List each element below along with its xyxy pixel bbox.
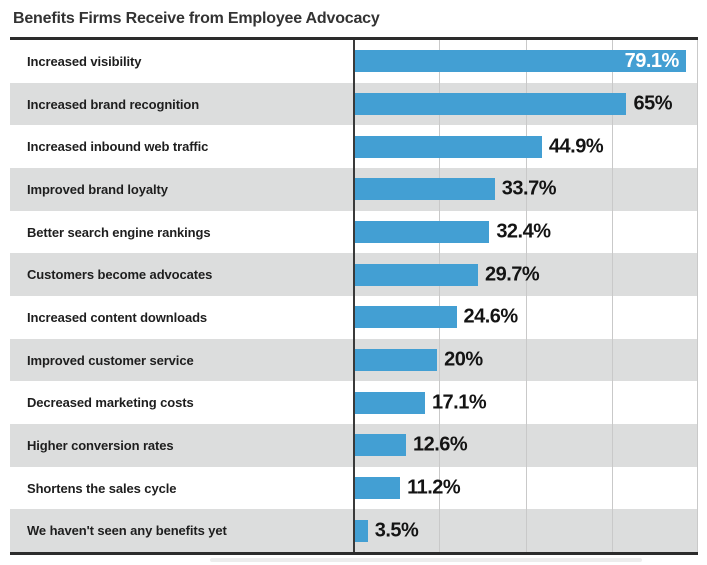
category-label: Increased visibility	[27, 53, 142, 69]
plot-cell: 29.7%	[353, 253, 698, 296]
chart-row: Better search engine rankings 32.4%	[10, 210, 698, 254]
bar	[353, 434, 406, 457]
bar	[353, 391, 425, 414]
value-label: 79.1%	[624, 49, 680, 72]
category-label: Better search engine rankings	[27, 224, 211, 240]
bar	[353, 93, 627, 115]
plot-cell: 3.5%	[353, 509, 698, 552]
bar: 79.1%	[353, 49, 686, 73]
plot-cell: 44.9%	[353, 125, 698, 168]
value-label: 24.6%	[463, 305, 519, 328]
chart-row: Decreased marketing costs 17.1%	[10, 381, 698, 425]
chart-row: Increased content downloads 24.6%	[10, 296, 698, 339]
value-label: 44.9%	[548, 135, 604, 158]
bar	[353, 306, 457, 329]
chart-row: Improved brand loyalty 33.7%	[10, 168, 698, 211]
chart-row: Customers become advocates 29.7%	[10, 253, 698, 297]
chart-row: Increased inbound web traffic 44.9%	[10, 125, 698, 169]
chart-row: Improved customer service 20%	[10, 338, 698, 382]
value-label: 17.1%	[431, 391, 487, 414]
category-label: Shortens the sales cycle	[27, 480, 177, 496]
bar	[353, 263, 478, 286]
value-label: 11.2%	[407, 476, 461, 499]
value-label: 33.7%	[501, 177, 557, 200]
category-label: Improved customer service	[27, 352, 194, 368]
bar-chart: Increased visibility 79.1% Increased brand…	[10, 37, 698, 555]
plot-cell: 65%	[353, 83, 698, 126]
bar	[353, 477, 401, 500]
plot-cell: 12.6%	[353, 424, 698, 467]
category-label: Increased inbound web traffic	[27, 139, 209, 155]
value-label: 12.6%	[413, 433, 468, 456]
value-label: 20%	[444, 348, 483, 371]
bar	[353, 178, 495, 201]
bar	[353, 519, 368, 542]
category-label: Decreased marketing costs	[27, 395, 194, 411]
category-label: Higher conversion rates	[27, 437, 174, 453]
value-label: 3.5%	[374, 519, 419, 542]
plot-cell: 11.2%	[353, 467, 698, 510]
bar	[353, 135, 542, 158]
category-label: Customers become advocates	[27, 267, 213, 283]
plot-cell: 32.4%	[353, 211, 698, 254]
plot-cell: 24.6%	[353, 296, 698, 339]
value-label: 29.7%	[484, 263, 540, 286]
chart-row: Higher conversion rates 12.6%	[10, 424, 698, 467]
chart-title: Benefits Firms Receive from Employee Adv…	[13, 10, 380, 27]
shadow-streak	[210, 558, 642, 562]
bar	[353, 349, 438, 372]
chart-row: We haven't seen any benefits yet 3.5%	[10, 509, 698, 553]
category-label: We haven't seen any benefits yet	[27, 523, 227, 539]
category-label: Increased brand recognition	[27, 96, 200, 112]
plot-cell: 79.1%	[353, 40, 698, 83]
chart-row: Shortens the sales cycle 11.2%	[10, 466, 698, 510]
plot-cell: 33.7%	[353, 168, 698, 211]
plot-cell: 17.1%	[353, 381, 698, 424]
plot-cell: 20%	[353, 339, 698, 382]
chart-row: Increased visibility 79.1%	[10, 40, 698, 83]
category-label: Improved brand loyalty	[27, 181, 168, 197]
category-label: Increased content downloads	[27, 309, 208, 325]
value-label: 65%	[633, 92, 672, 115]
bar	[353, 221, 490, 244]
chart-row: Increased brand recognition 65%	[10, 82, 698, 126]
value-label: 32.4%	[496, 220, 551, 243]
